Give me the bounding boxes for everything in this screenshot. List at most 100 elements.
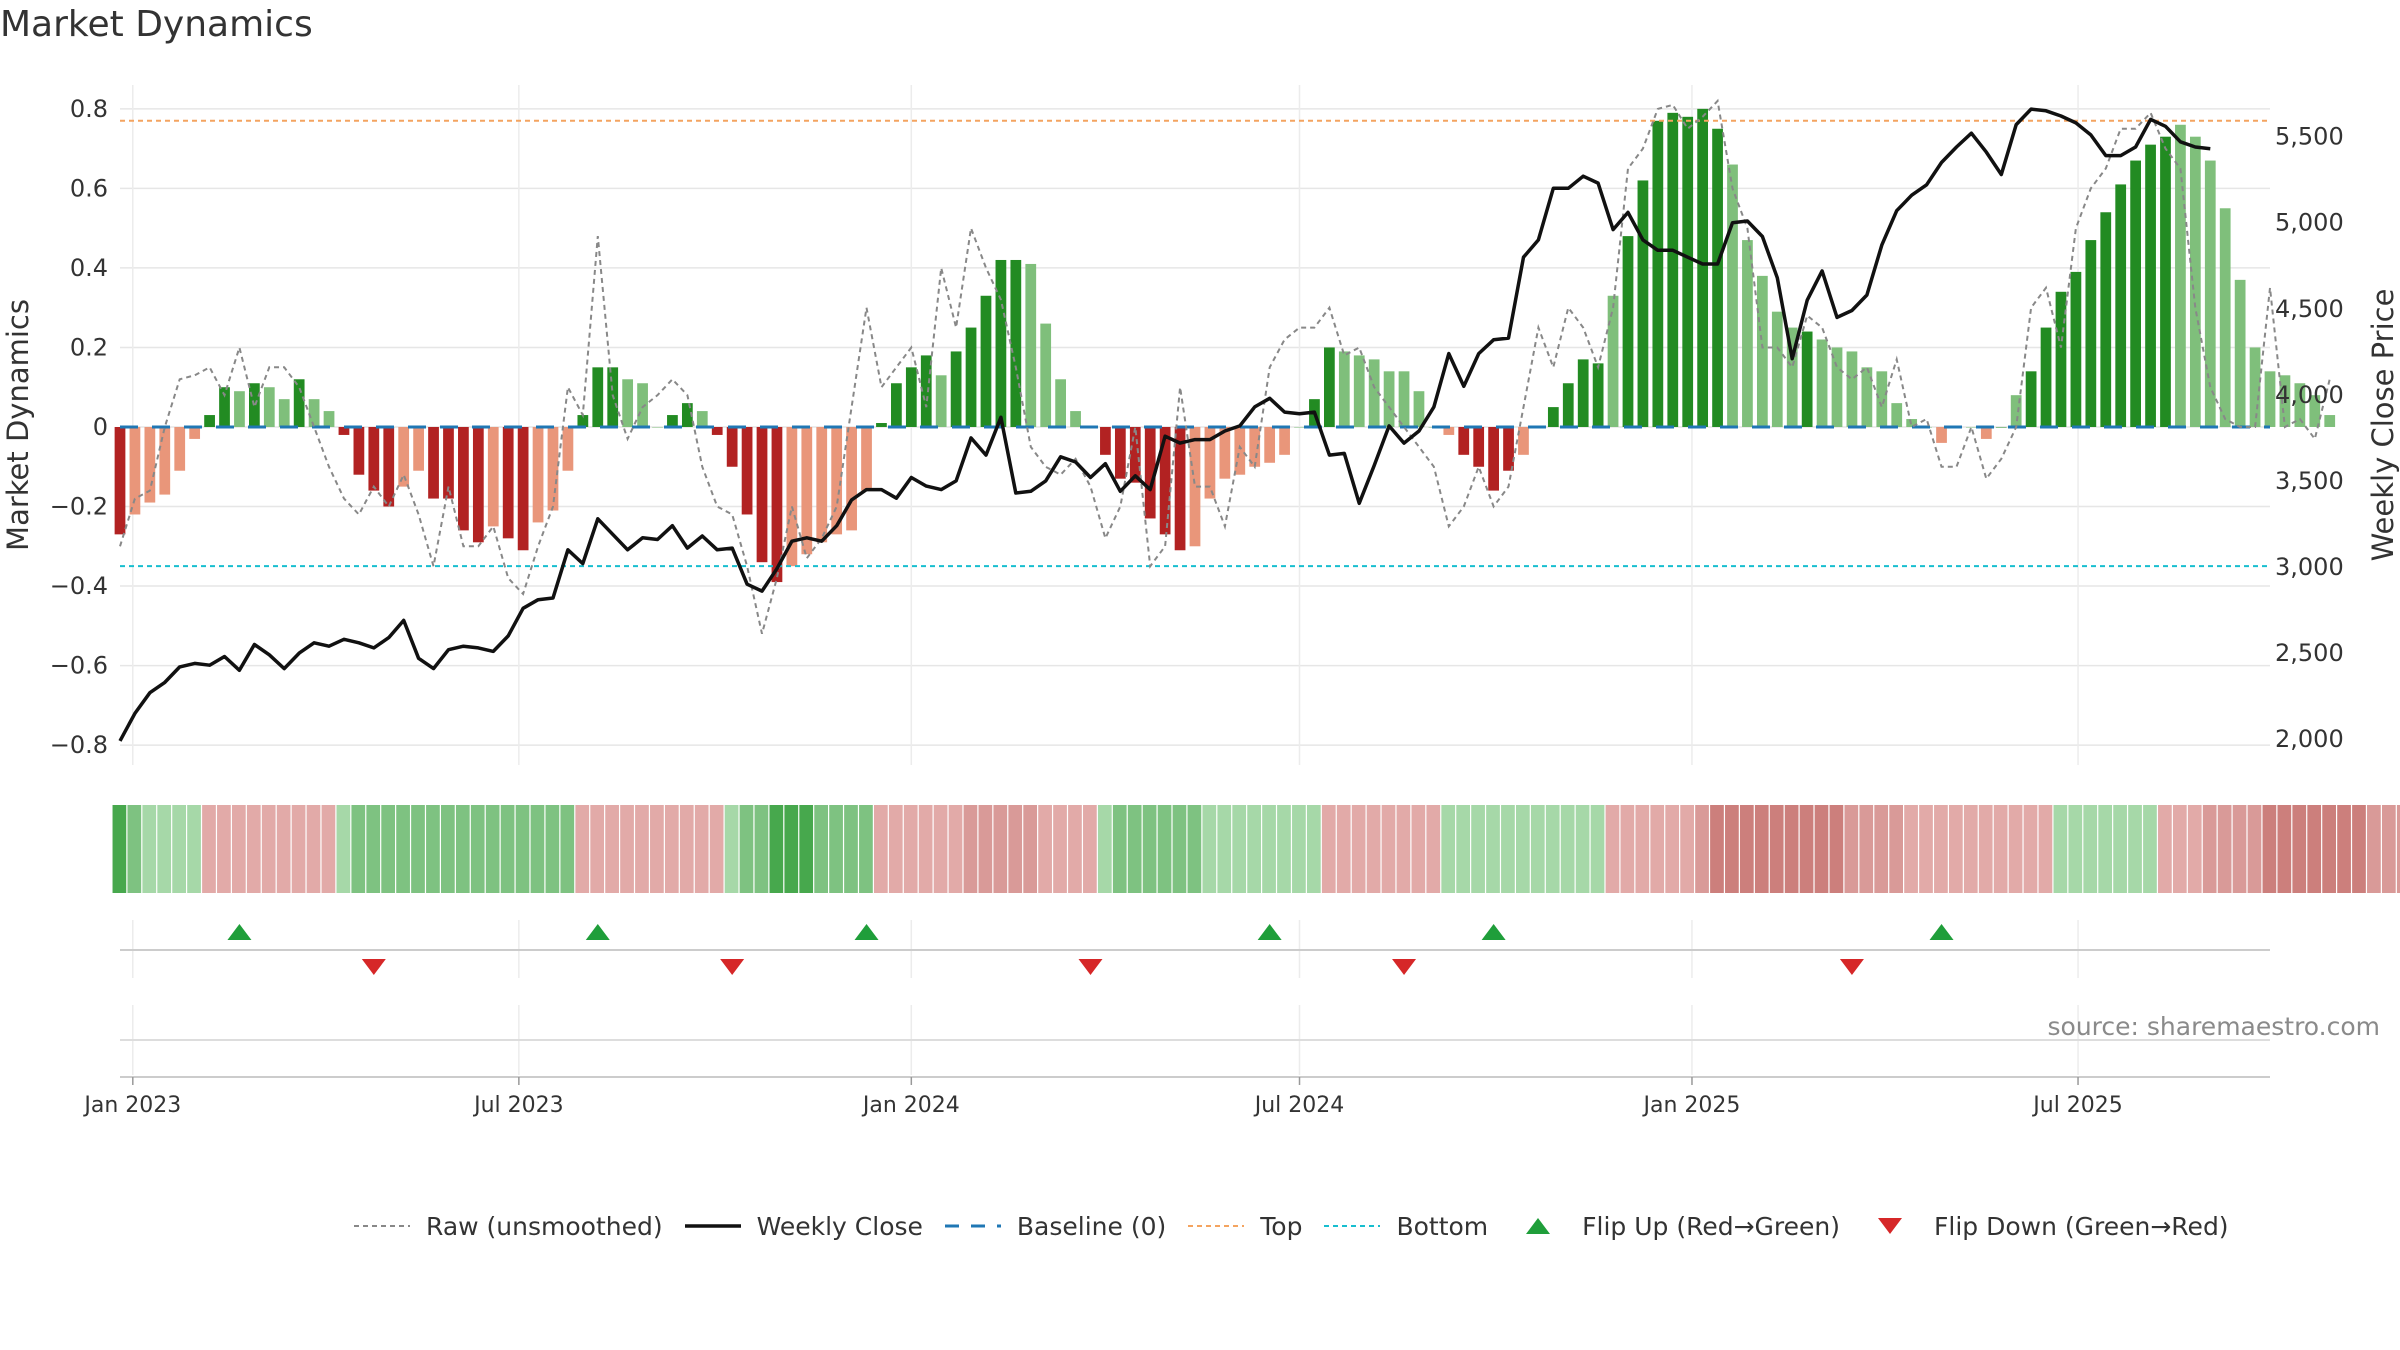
heat-cell	[664, 805, 679, 893]
heat-cell	[1650, 805, 1665, 893]
heat-cell	[2262, 805, 2277, 893]
heat-cell	[769, 805, 784, 893]
heat-cell	[918, 805, 933, 893]
heat-cell	[157, 805, 172, 893]
heat-cell	[2083, 805, 2098, 893]
bar	[1861, 367, 1873, 427]
bar	[2175, 124, 2186, 427]
legend-swatch-bottom	[1324, 1225, 1381, 1227]
heat-cell	[1411, 805, 1426, 893]
heat-cell	[694, 805, 709, 893]
heat-cell	[575, 805, 590, 893]
heat-cell	[2367, 805, 2381, 893]
heat-cell	[1068, 805, 1082, 893]
bar	[1353, 355, 1365, 427]
heat-cell	[1038, 805, 1052, 893]
flip-down-marker	[361, 959, 386, 975]
bar	[458, 426, 469, 531]
heat-cell	[1889, 805, 1904, 893]
heat-cell	[948, 805, 963, 893]
heat-cell	[993, 805, 1008, 893]
bar	[950, 351, 962, 427]
bar-series	[114, 108, 2336, 583]
bar	[1040, 323, 1052, 427]
bar	[965, 327, 977, 427]
heat-cell	[187, 805, 201, 893]
heat-cell	[1008, 805, 1023, 893]
bar	[1547, 407, 1559, 427]
x-tick-label: Jul 2025	[2031, 1093, 2123, 1118]
bar	[1980, 426, 1992, 439]
heat-cell	[2337, 805, 2351, 893]
bar	[1936, 426, 1947, 443]
heat-cell	[1874, 805, 1889, 893]
heat-cell	[127, 805, 142, 893]
bar	[696, 411, 708, 427]
heat-cell	[276, 805, 291, 893]
heat-cell	[202, 805, 216, 893]
heat-cell	[1590, 805, 1605, 893]
heat-cell	[1112, 805, 1127, 893]
legend-label: Bottom	[1396, 1211, 1489, 1241]
bar	[577, 415, 589, 427]
bar	[1637, 180, 1649, 427]
bar	[1055, 379, 1066, 427]
bar	[1114, 426, 1126, 479]
heat-cell	[2277, 805, 2292, 893]
heat-cell	[2232, 805, 2247, 893]
heat-cell	[1083, 805, 1097, 893]
heat-cell	[2038, 805, 2053, 893]
bar	[2189, 136, 2201, 427]
heat-cell	[620, 805, 634, 893]
bar	[681, 403, 693, 427]
flip-down-marker	[1078, 959, 1103, 975]
y-right-tick-label: 2,000	[2275, 725, 2344, 753]
legend-swatch-top	[1188, 1225, 1245, 1227]
heat-cell	[2292, 805, 2307, 893]
bar	[1503, 426, 1514, 471]
heat-cell	[2158, 805, 2172, 893]
bar	[129, 426, 141, 515]
flip-up-marker	[854, 924, 879, 940]
flip-up-marker	[585, 924, 610, 940]
flip-down-marker	[1839, 959, 1864, 975]
bar	[2130, 160, 2141, 427]
bar	[159, 426, 171, 495]
heat-cell	[2128, 805, 2142, 893]
bar	[1652, 120, 1664, 427]
bar	[2160, 136, 2171, 427]
flip-down-marker	[1392, 959, 1417, 975]
bar	[2145, 144, 2156, 427]
bar	[1592, 363, 1604, 427]
bar	[935, 375, 947, 427]
y-right-tick-label: 5,000	[2275, 209, 2344, 237]
heat-cell	[1963, 805, 1978, 893]
bar	[323, 411, 335, 427]
heat-cell	[1978, 805, 1993, 893]
heat-cell	[426, 805, 440, 893]
legend-item-close: Weekly Close	[683, 1212, 923, 1241]
heat-cell	[650, 805, 664, 893]
heat-cell	[381, 805, 396, 893]
bar	[711, 426, 723, 435]
heat-cell	[515, 805, 530, 893]
legend-label: Flip Down (Green→Red)	[1934, 1211, 2229, 1241]
y-tick-label: 0.6	[70, 174, 108, 202]
heat-cell	[1127, 805, 1142, 893]
heat-cell	[1560, 805, 1575, 893]
y-right-tick-label: 4,000	[2275, 381, 2344, 409]
bar	[1159, 426, 1171, 535]
heat-cell	[1919, 805, 1933, 893]
bar	[2249, 347, 2261, 427]
bar	[293, 379, 305, 427]
heat-cell	[1844, 805, 1859, 893]
bar	[1846, 351, 1858, 427]
bar	[2264, 371, 2276, 427]
bar	[2279, 375, 2291, 427]
heat-cell	[1217, 805, 1232, 893]
bar	[562, 426, 574, 471]
heat-cell	[2352, 805, 2366, 893]
flip-down-marker	[720, 959, 745, 975]
heat-cell	[1620, 805, 1635, 893]
